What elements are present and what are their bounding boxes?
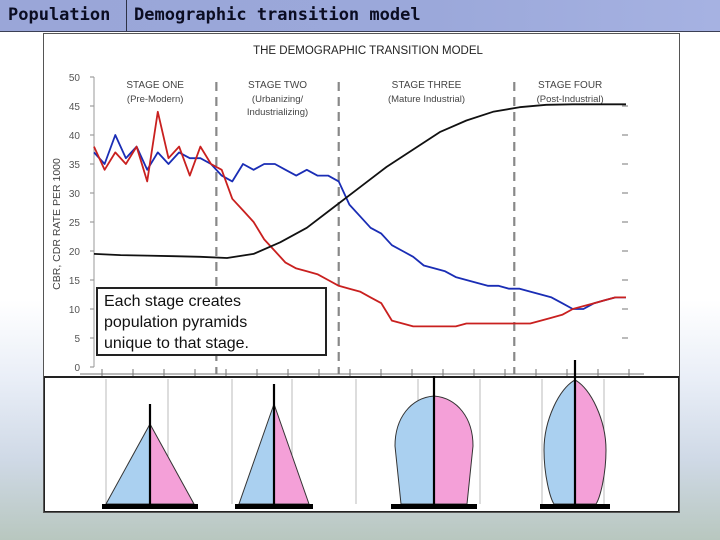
callout-line-1: Each stage creates [104,293,241,310]
stage-subtitle: Industrializing) [247,107,308,118]
slide-title: Demographic transition model [134,5,421,25]
series-line [93,110,626,328]
y-tick-label: 0 [74,363,80,374]
y-tick-label: 20 [69,247,81,258]
pyramid-male-half [394,395,435,505]
y-tick-label: 45 [69,102,81,113]
stage-subtitle: (Post-Industrial) [537,94,604,105]
pyramid-base-bar [540,504,610,509]
y-tick-label: 40 [69,131,81,142]
slide-header: Population Demographic transition model [0,0,720,32]
header-section-label: Population [8,5,111,25]
callout-line-3: unique to that stage. [104,335,249,352]
pyramid-female-half [574,379,607,505]
y-axis-label: CBR, CDR RATE PER 1000 [51,158,63,290]
stage-name: STAGE FOUR [538,80,602,91]
stage-subtitle: (Pre-Modern) [127,94,184,105]
series-line [93,103,626,259]
series-line [93,134,626,310]
y-tick-label: 25 [69,218,81,229]
y-tick-label: 10 [69,305,81,316]
chart-title: THE DEMOGRAPHIC TRANSITION MODEL [253,45,483,57]
y-tick-label: 35 [69,160,81,171]
y-tick-label: 50 [69,73,81,84]
dtm-chart: THE DEMOGRAPHIC TRANSITION MODEL CBR, CDR… [44,45,679,512]
pyramid-base-bar [235,504,313,509]
pyramid-male-half [543,379,576,505]
y-tick-label: 15 [69,276,81,287]
pyramid-base-bar [102,504,198,509]
pyramid-female-half [433,395,474,505]
stage-subtitle: (Urbanizing/ [252,94,304,105]
stage-subtitle: (Mature Industrial) [388,94,465,105]
callout-line-2: population pyramids [104,314,248,331]
callout-box: Each stage creates population pyramids u… [96,287,327,356]
y-tick-label: 5 [74,334,80,345]
stage-name: STAGE TWO [248,80,307,91]
stage-name: STAGE ONE [126,80,184,91]
header-section-cell [0,0,127,31]
pyramid-base-bar [391,504,477,509]
dtm-figure: THE DEMOGRAPHIC TRANSITION MODEL CBR, CDR… [43,33,680,513]
stage-name: STAGE THREE [392,80,462,91]
y-tick-label: 30 [69,189,81,200]
